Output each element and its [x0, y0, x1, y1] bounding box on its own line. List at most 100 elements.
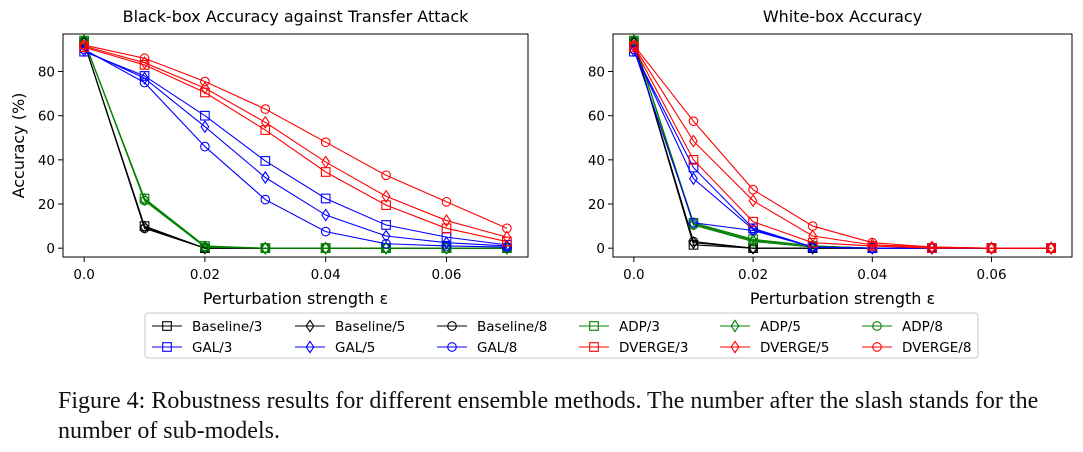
data-point-gal-8-1 [139, 77, 150, 88]
data-point-dverge-5-1 [140, 56, 149, 70]
legend-entry-baseline-8: Baseline/8 [437, 319, 547, 335]
data-point-gal-8-3 [260, 194, 271, 205]
data-point-adp-8-2 [748, 236, 758, 247]
series-adp-8 [79, 35, 512, 254]
caption-label: Figure 4: [58, 388, 146, 414]
y-tick-label: 80 [38, 65, 55, 81]
series-line-dverge-5 [633, 45, 1052, 249]
data-point-baseline-5-2 [748, 241, 758, 255]
legend-entry-gal-8: GAL/8 [437, 340, 517, 356]
legend-marker-dverge-5 [730, 340, 740, 354]
series-line-gal-8 [83, 48, 507, 248]
x-tick-label: 0.04 [857, 267, 887, 283]
legend-entry-adp-8: ADP/8 [862, 319, 943, 335]
series-line-dverge-8 [633, 44, 1052, 249]
legend: Baseline/3 Baseline/5 Baseline/8 ADP/3 ADP/5… [144, 312, 979, 359]
data-point-dverge-5-1 [689, 134, 698, 148]
data-point-dverge-8-6 [986, 243, 997, 254]
data-point-adp-8-2 [200, 242, 210, 252]
data-point-gal-3-2 [200, 110, 210, 121]
series-dverge-5 [629, 39, 1056, 255]
legend-label: ADP/5 [760, 319, 801, 335]
legend-box [144, 312, 979, 359]
chart-title: White-box Accuracy [763, 7, 922, 26]
legend-label: Baseline/3 [192, 319, 262, 335]
data-point-adp-5-4 [321, 241, 331, 255]
data-point-dverge-5-5 [381, 189, 391, 203]
y-tick-label: 20 [588, 197, 605, 213]
legend-marker-baseline-5 [305, 319, 315, 333]
data-point-gal-5-5 [381, 229, 391, 243]
legend-entry-baseline-5: Baseline/5 [295, 319, 405, 335]
x-tick-label: 0.02 [738, 267, 768, 283]
data-point-dverge-8-3 [260, 104, 271, 114]
data-point-dverge-5-7 [502, 230, 512, 244]
data-point-gal-5-6 [442, 236, 451, 250]
legend-marker-baseline-3 [162, 321, 172, 331]
data-point-dverge-8-0 [79, 40, 89, 50]
data-point-dverge-5-6 [987, 241, 996, 255]
plot-frame [612, 33, 1073, 258]
data-point-dverge-3-3 [807, 237, 818, 248]
data-point-adp-5-3 [260, 241, 270, 255]
data-point-adp-8-3 [260, 243, 271, 254]
data-point-gal-3-5 [381, 220, 391, 230]
data-point-gal-5-5 [927, 241, 937, 255]
x-tick-label: 0.0 [623, 267, 644, 283]
series-dverge-8 [79, 40, 512, 234]
data-point-baseline-8-1 [688, 236, 699, 247]
legend-entry-adp-3: ADP/3 [579, 319, 660, 335]
data-point-gal-3-3 [260, 156, 271, 166]
data-point-dverge-5-0 [629, 39, 639, 53]
data-point-dverge-8-7 [502, 223, 512, 234]
data-point-dverge-5-6 [442, 213, 451, 228]
series-line-dverge-5 [83, 45, 508, 238]
data-point-dverge-8-5 [381, 170, 391, 181]
data-point-gal-5-1 [140, 71, 149, 85]
legend-label: DVERGE/5 [760, 340, 829, 356]
legend-label: DVERGE/3 [619, 340, 688, 356]
series-adp-3 [629, 35, 1056, 254]
data-point-dverge-5-4 [321, 155, 331, 169]
legend-entry-baseline-3: Baseline/3 [152, 319, 262, 335]
data-point-gal-5-2 [200, 120, 210, 134]
data-point-baseline-5-1 [689, 236, 698, 250]
x-axis-label: Perturbation strength ε [203, 289, 388, 308]
y-tick-label: 60 [588, 109, 605, 125]
data-point-dverge-8-0 [629, 40, 639, 50]
y-tick-label: 0 [46, 241, 55, 257]
legend-marker-baseline-8 [447, 321, 457, 331]
data-point-dverge-5-3 [260, 115, 270, 129]
legend-label: DVERGE/8 [902, 340, 971, 356]
figure-caption: Figure 4: Robustness results for differe… [58, 386, 1058, 446]
x-tick-label: 0.06 [976, 267, 1006, 283]
x-tick-label: 0.06 [431, 267, 461, 283]
series-gal-5 [79, 43, 512, 253]
y-tick-label: 20 [38, 197, 55, 213]
data-point-dverge-3-1 [688, 155, 699, 165]
series-dverge-8 [629, 40, 1056, 254]
data-point-gal-5-4 [321, 208, 331, 222]
data-point-dverge-5-2 [200, 81, 210, 95]
data-point-adp-8-4 [320, 243, 331, 254]
black-box-accuracy-chart: Black-box Accuracy against Transfer Atta… [9, 7, 529, 308]
y-tick-label: 80 [588, 65, 605, 81]
data-point-gal-8-5 [381, 238, 391, 249]
x-tick-label: 0.0 [73, 267, 94, 283]
y-tick-label: 0 [596, 241, 605, 257]
legend-marker-dverge-3 [589, 342, 599, 352]
data-point-dverge-8-3 [807, 221, 818, 231]
legend-marker-adp-5 [730, 319, 740, 333]
series-line-baseline-5 [633, 42, 1052, 249]
legend-entry-adp-5: ADP/5 [720, 319, 801, 335]
data-point-baseline-8-1 [139, 223, 150, 234]
data-point-dverge-8-4 [320, 137, 331, 148]
data-point-dverge-5-5 [927, 240, 937, 254]
y-tick-label: 40 [588, 153, 605, 169]
plot-frame [62, 33, 529, 258]
legend-entry-gal-3: GAL/3 [152, 340, 232, 356]
y-tick-label: 40 [38, 153, 55, 169]
series-gal-8 [79, 44, 512, 252]
data-point-dverge-3-3 [260, 125, 271, 135]
data-point-dverge-8-5 [927, 242, 937, 252]
